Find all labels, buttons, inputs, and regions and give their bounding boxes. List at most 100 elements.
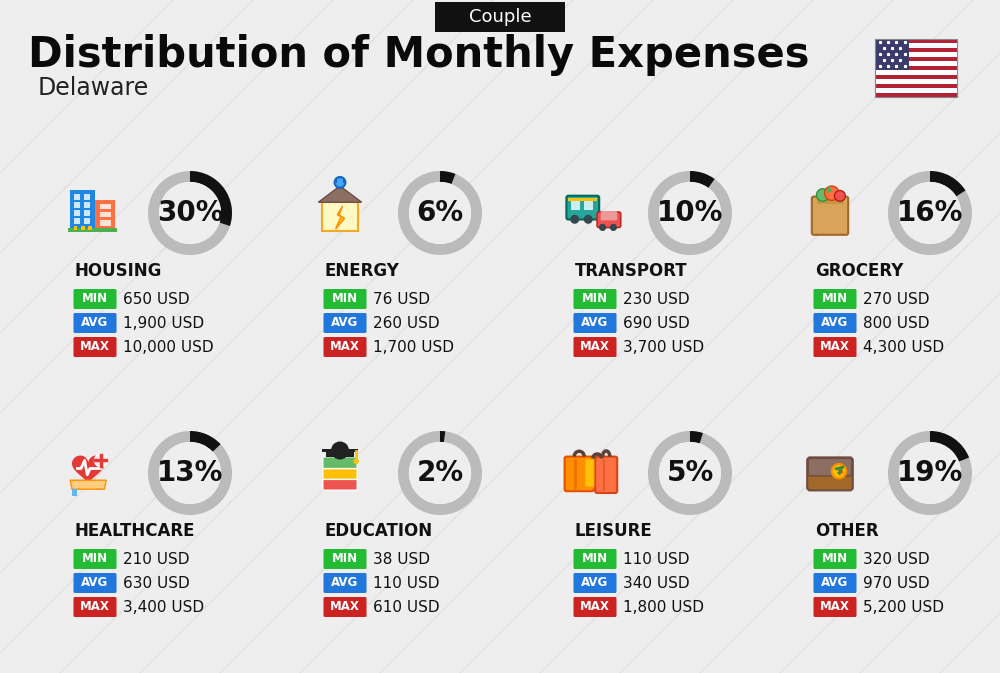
FancyBboxPatch shape: [566, 196, 599, 219]
Circle shape: [94, 454, 107, 466]
Text: $: $: [835, 466, 843, 476]
Bar: [322, 449, 358, 452]
FancyBboxPatch shape: [814, 289, 856, 309]
FancyBboxPatch shape: [323, 468, 357, 479]
Bar: [100, 220, 111, 225]
Text: 38 USD: 38 USD: [373, 551, 430, 567]
Text: AVG: AVG: [81, 577, 109, 590]
Bar: [88, 227, 92, 230]
Text: AVG: AVG: [331, 577, 359, 590]
Text: AVG: AVG: [821, 316, 849, 330]
Wedge shape: [648, 171, 732, 255]
FancyBboxPatch shape: [597, 212, 621, 227]
Bar: [875, 83, 957, 88]
Wedge shape: [440, 171, 455, 184]
Bar: [875, 61, 957, 66]
Text: 210 USD: 210 USD: [123, 551, 190, 567]
Text: 10%: 10%: [657, 199, 723, 227]
Text: AVG: AVG: [581, 316, 609, 330]
Bar: [816, 199, 844, 204]
Text: 3,700 USD: 3,700 USD: [623, 339, 704, 355]
Text: MAX: MAX: [820, 341, 850, 353]
FancyBboxPatch shape: [323, 457, 357, 468]
Text: 10,000 USD: 10,000 USD: [123, 339, 214, 355]
FancyBboxPatch shape: [584, 458, 610, 488]
Text: MIN: MIN: [82, 293, 108, 306]
Text: Delaware: Delaware: [38, 76, 149, 100]
Text: 16%: 16%: [897, 199, 963, 227]
Bar: [875, 57, 957, 61]
Bar: [875, 88, 957, 93]
Bar: [95, 201, 115, 229]
Bar: [875, 39, 957, 97]
FancyBboxPatch shape: [324, 289, 366, 309]
Circle shape: [331, 441, 349, 460]
FancyBboxPatch shape: [574, 573, 616, 593]
Wedge shape: [440, 431, 445, 442]
Bar: [875, 44, 957, 48]
Text: MIN: MIN: [582, 293, 608, 306]
Text: 970 USD: 970 USD: [863, 575, 930, 590]
FancyBboxPatch shape: [74, 289, 116, 309]
Circle shape: [832, 464, 846, 479]
Text: HOUSING: HOUSING: [75, 262, 162, 280]
Polygon shape: [72, 489, 77, 497]
Bar: [875, 66, 957, 70]
Text: MIN: MIN: [822, 293, 848, 306]
Text: 1,800 USD: 1,800 USD: [623, 600, 704, 614]
Bar: [338, 182, 342, 186]
FancyBboxPatch shape: [74, 573, 116, 593]
FancyBboxPatch shape: [812, 197, 848, 235]
FancyBboxPatch shape: [74, 313, 116, 333]
Text: MAX: MAX: [330, 341, 360, 353]
Wedge shape: [398, 171, 482, 255]
Circle shape: [899, 182, 961, 244]
Bar: [68, 228, 117, 232]
Text: MAX: MAX: [330, 600, 360, 614]
Bar: [343, 179, 344, 183]
FancyBboxPatch shape: [324, 573, 366, 593]
Text: 30%: 30%: [157, 199, 223, 227]
FancyBboxPatch shape: [814, 549, 856, 569]
Circle shape: [899, 442, 961, 504]
Text: MAX: MAX: [580, 341, 610, 353]
Bar: [70, 190, 95, 229]
Text: 5%: 5%: [666, 459, 714, 487]
Text: TRANSPORT: TRANSPORT: [575, 262, 688, 280]
Bar: [875, 52, 957, 57]
Text: MAX: MAX: [820, 600, 850, 614]
Circle shape: [584, 215, 593, 224]
FancyBboxPatch shape: [74, 337, 116, 357]
Text: 6%: 6%: [416, 199, 464, 227]
Text: 340 USD: 340 USD: [623, 575, 690, 590]
Text: HEALTHCARE: HEALTHCARE: [75, 522, 196, 540]
Text: MIN: MIN: [822, 553, 848, 565]
FancyBboxPatch shape: [814, 597, 856, 617]
Text: MIN: MIN: [332, 293, 358, 306]
Text: 13%: 13%: [157, 459, 223, 487]
Bar: [74, 227, 77, 230]
Text: AVG: AVG: [331, 316, 359, 330]
FancyBboxPatch shape: [574, 597, 616, 617]
Bar: [326, 450, 354, 457]
Wedge shape: [888, 171, 972, 255]
FancyBboxPatch shape: [574, 337, 616, 357]
Text: 270 USD: 270 USD: [863, 291, 930, 306]
Circle shape: [816, 188, 829, 201]
Circle shape: [159, 182, 221, 244]
Text: MAX: MAX: [80, 341, 110, 353]
Polygon shape: [318, 186, 362, 202]
Text: ENERGY: ENERGY: [325, 262, 400, 280]
Bar: [875, 75, 957, 79]
Circle shape: [409, 182, 471, 244]
Text: 690 USD: 690 USD: [623, 316, 690, 330]
Polygon shape: [70, 481, 106, 489]
Text: 610 USD: 610 USD: [373, 600, 440, 614]
Text: 800 USD: 800 USD: [863, 316, 930, 330]
Bar: [875, 39, 909, 70]
Circle shape: [834, 190, 845, 201]
Text: 76 USD: 76 USD: [373, 291, 430, 306]
Text: 3,400 USD: 3,400 USD: [123, 600, 204, 614]
Text: 2%: 2%: [416, 459, 464, 487]
Text: 4,300 USD: 4,300 USD: [863, 339, 944, 355]
